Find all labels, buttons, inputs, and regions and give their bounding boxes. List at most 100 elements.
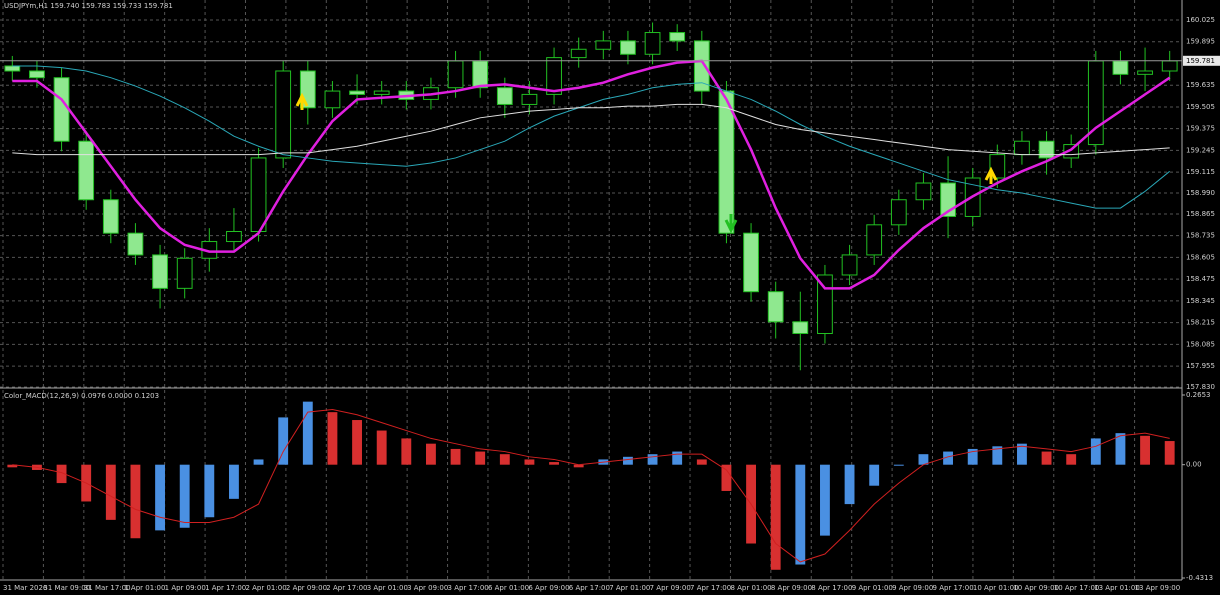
x-tick-label: 1 Apr 17:00 — [205, 584, 246, 592]
x-tick-label: 6 Apr 17:00 — [569, 584, 610, 592]
macd-bar — [376, 430, 387, 465]
candle-body — [53, 77, 70, 142]
macd-bar — [327, 412, 338, 465]
y-tick-label: -0.4313 — [1186, 574, 1213, 582]
candle-body — [373, 90, 390, 95]
y-tick-label: 159.895 — [1186, 38, 1215, 46]
macd-bar — [7, 464, 18, 468]
y-tick-label: 159.375 — [1186, 125, 1215, 133]
marks — [0, 22, 1182, 570]
y-tick-label: 158.345 — [1186, 297, 1215, 305]
candle-body — [1038, 140, 1055, 159]
x-tick-label: 9 Apr 01:00 — [852, 584, 893, 592]
candle-body — [496, 87, 513, 105]
x-tick-label: 2 Apr 17:00 — [326, 584, 367, 592]
y-tick-label: 158.605 — [1186, 253, 1215, 261]
macd-bar — [130, 464, 141, 539]
macd-bar — [573, 464, 584, 468]
candle-body — [324, 90, 341, 109]
candle-body — [767, 291, 784, 323]
indicator-label: Color_MACD(12,26,9) 0.0976 0.0000 0.1203 — [4, 392, 159, 400]
x-tick-label: 3 Apr 09:00 — [407, 584, 448, 592]
macd-bar — [918, 454, 929, 465]
candle-body — [102, 199, 119, 234]
macd-bar — [1115, 433, 1126, 465]
macd-bar — [302, 401, 313, 465]
symbol-header: USDJPYm,H1 159.740 159.783 159.733 159.7… — [4, 2, 173, 10]
macd-bar — [229, 464, 239, 499]
x-tick-label: 6 Apr 09:00 — [528, 584, 569, 592]
macd-bar — [204, 464, 215, 518]
x-tick-label: 3 Apr 01:00 — [367, 584, 408, 592]
candle-body — [546, 57, 562, 95]
x-tick-label: 9 Apr 17:00 — [933, 584, 974, 592]
candle-body — [620, 40, 636, 55]
x-tick-label: 2 Apr 09:00 — [286, 584, 327, 592]
y-tick-label: 158.475 — [1186, 275, 1215, 283]
x-tick-label: 31 Mar 2026 — [3, 584, 48, 592]
candle-body — [250, 157, 267, 233]
macd-bar — [795, 464, 806, 565]
candle-body — [349, 90, 365, 95]
candle-body — [29, 70, 45, 79]
x-tick-label: 10 Apr 01:00 — [973, 584, 1019, 592]
candle-body — [595, 40, 612, 50]
candle-body — [743, 232, 759, 293]
candle-body — [841, 254, 858, 276]
candle-body — [275, 70, 292, 159]
candle-body — [693, 40, 710, 92]
macd-bar — [1066, 454, 1077, 465]
x-tick-label: 8 Apr 01:00 — [730, 584, 771, 592]
candle-body — [152, 254, 168, 289]
price-marker-label: 159.781 — [1186, 57, 1215, 65]
candle-body — [817, 274, 833, 334]
x-tick-label: 13 Apr 01:00 — [1094, 584, 1140, 592]
x-tick-label: 10 Apr 09:00 — [1013, 584, 1059, 592]
macd-bar — [820, 464, 830, 536]
candle-body — [890, 199, 907, 226]
x-tick-label: 9 Apr 09:00 — [892, 584, 933, 592]
x-tick-label: 7 Apr 17:00 — [690, 584, 731, 592]
moving-average — [12, 103, 1170, 156]
candle-body — [866, 224, 883, 256]
y-tick-label: 157.955 — [1186, 362, 1215, 370]
macd-bar — [426, 443, 436, 465]
y-tick-label: 159.115 — [1186, 168, 1215, 176]
candle-body — [792, 321, 809, 334]
x-tick-label: 7 Apr 01:00 — [609, 584, 650, 592]
x-tick-label: 1 Apr 01:00 — [124, 584, 165, 592]
macd-bar — [253, 459, 264, 465]
candle-body — [1137, 70, 1153, 75]
macd-bar — [1164, 441, 1175, 465]
x-tick-label: 7 Apr 09:00 — [650, 584, 691, 592]
price-marker — [1183, 55, 1220, 66]
y-tick-label: 157.830 — [1186, 383, 1215, 391]
y-tick-label: 158.085 — [1186, 340, 1215, 348]
y-tick-label: 0.2653 — [1186, 391, 1211, 399]
x-tick-label: 10 Apr 17:00 — [1054, 584, 1100, 592]
macd-bar — [278, 417, 289, 465]
candle-body — [226, 231, 242, 243]
moving-average — [12, 65, 1171, 209]
macd-bar — [352, 420, 362, 465]
y-tick-label: 0.00 — [1186, 461, 1202, 469]
macd-bar — [992, 446, 1003, 465]
buy-arrow — [984, 166, 998, 184]
macd-bar — [524, 459, 535, 465]
buy-arrow — [295, 92, 309, 110]
macd-bar — [549, 462, 559, 465]
x-tick-label: 8 Apr 09:00 — [771, 584, 812, 592]
y-tick-label: 160.025 — [1186, 16, 1215, 24]
macd-bar — [1017, 443, 1027, 465]
macd-bar — [844, 464, 855, 505]
y-tick-label: 159.635 — [1186, 81, 1215, 89]
candle-body — [1112, 60, 1129, 75]
x-tick-label: 31 Mar 17:00 — [84, 584, 131, 592]
x-tick-label: 1 Apr 09:00 — [165, 584, 206, 592]
macd-bar — [1090, 438, 1101, 465]
y-tick-label: 158.865 — [1186, 210, 1215, 218]
macd-bar — [943, 451, 953, 465]
macd-bar — [450, 448, 461, 465]
